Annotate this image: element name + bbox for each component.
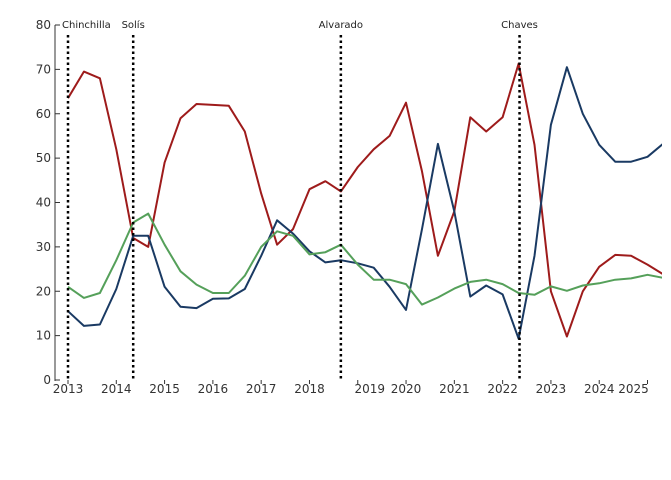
x-tick-label: 2013 <box>53 382 84 396</box>
x-tick-label: 2018 <box>294 382 325 396</box>
x-tick-label: 2015 <box>149 382 180 396</box>
y-tick-label: 30 <box>36 240 51 254</box>
y-tick-label: 20 <box>36 284 51 298</box>
event-label: Chaves <box>501 20 538 31</box>
series-group <box>67 62 662 340</box>
y-tick-label: 60 <box>36 107 51 121</box>
x-axis-ticks: 2013 2014 2015 2016 2017 2018 2019 2020 2021 2022… <box>53 380 649 396</box>
x-tick-label: 2020 <box>391 382 422 396</box>
event-label: Solís <box>122 19 145 31</box>
x-tick-label: 2023 <box>536 382 567 396</box>
y-tick-label: 80 <box>36 18 51 32</box>
x-tick-label: 2014 <box>101 382 132 396</box>
x-tick-label: 2025 <box>618 382 649 396</box>
y-tick-label: 0 <box>43 373 51 387</box>
y-tick-label: 40 <box>36 196 51 210</box>
event-label: Chinchilla <box>62 20 111 31</box>
event-markers: Chinchilla Solís Alvarado Chaves <box>62 19 538 380</box>
series-line-1 <box>67 62 662 338</box>
y-tick-label: 70 <box>36 62 51 76</box>
series-line-3 <box>67 212 662 306</box>
x-tick-label: 2022 <box>487 382 518 396</box>
x-tick-label: 2016 <box>198 382 229 396</box>
x-tick-label: 2017 <box>246 382 277 396</box>
x-tick-label: 2021 <box>439 382 470 396</box>
event-label: Alvarado <box>319 20 363 31</box>
y-tick-label: 50 <box>36 151 51 165</box>
y-tick-label: 10 <box>36 329 51 343</box>
series-line-2 <box>67 66 662 340</box>
x-tick-label: 2024 <box>584 382 615 396</box>
x-tick-label: 2019 <box>354 382 385 396</box>
y-axis-ticks: 0 10 20 30 40 50 60 70 80 <box>36 18 60 387</box>
